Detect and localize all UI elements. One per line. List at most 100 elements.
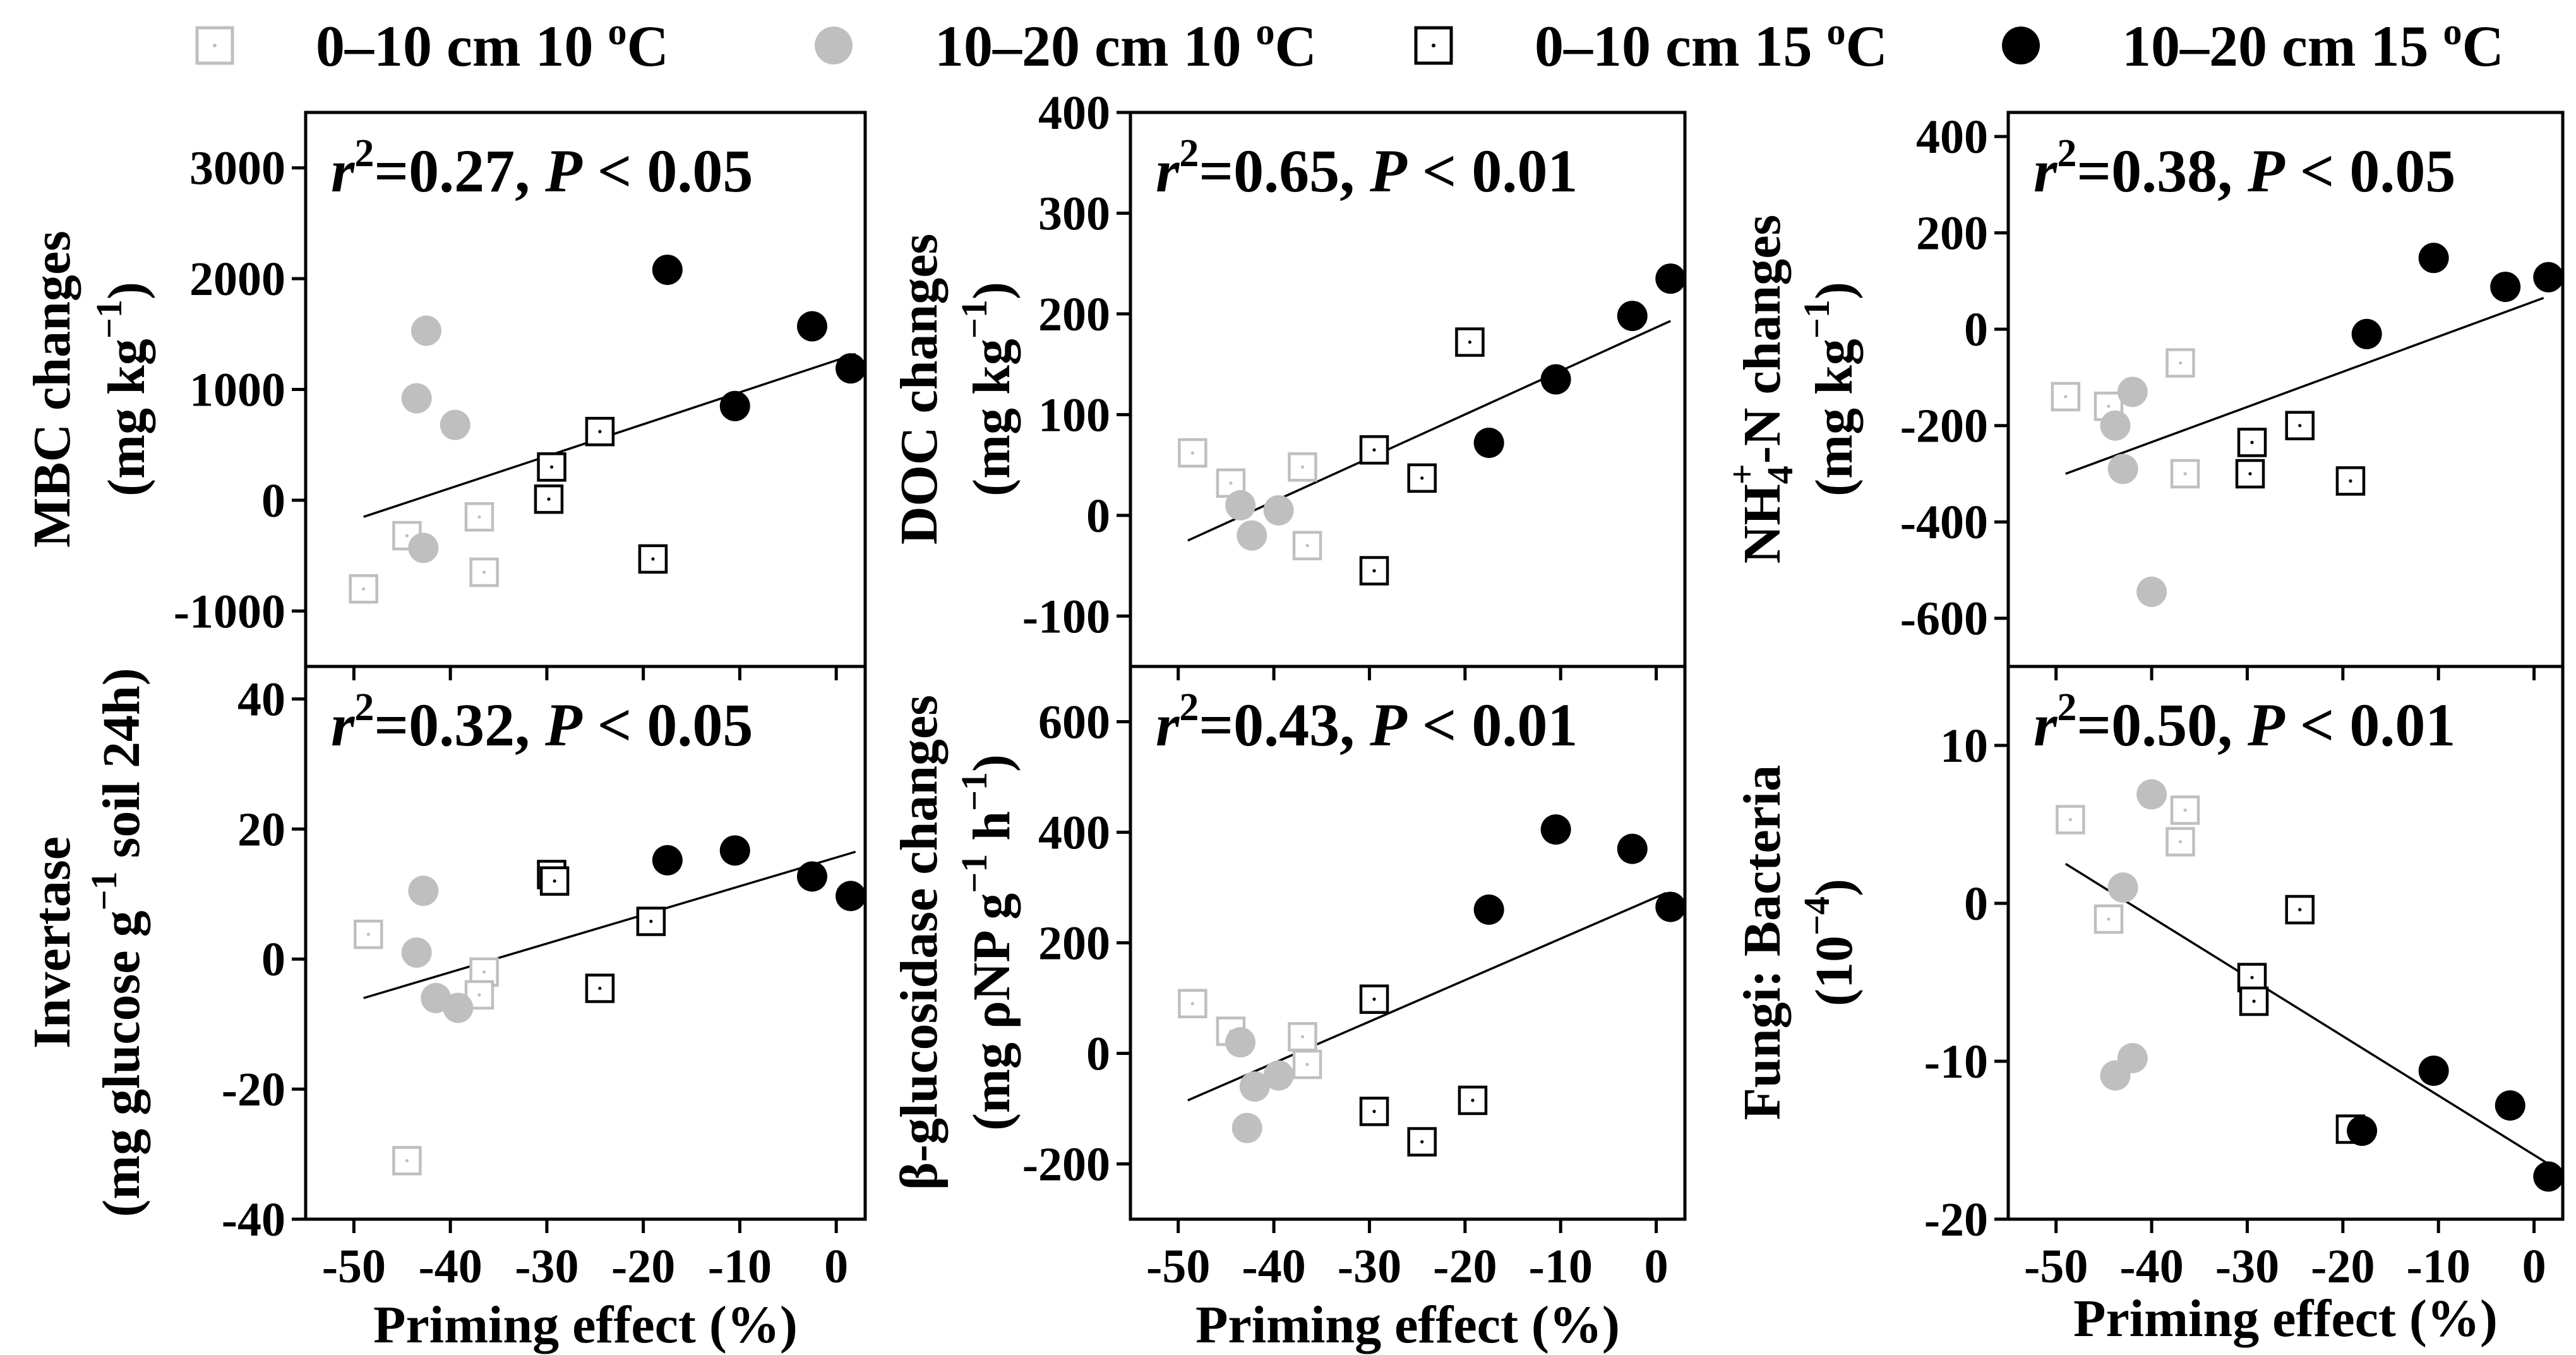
x-tick-label: -50 <box>2024 1240 2088 1293</box>
data-point-center <box>1420 476 1424 480</box>
data-point-center <box>2107 404 2111 408</box>
data-point-center <box>1471 1099 1475 1102</box>
data-point-square <box>469 557 499 587</box>
y-axis-title-line2: (mg ρNP g−1 h−1) <box>954 754 1021 1131</box>
x-tick-label: -30 <box>2215 1240 2279 1293</box>
x-tick-label: -30 <box>515 1240 578 1293</box>
y-tick-label: -20 <box>222 1063 285 1116</box>
data-point-circle <box>1225 490 1256 521</box>
data-point-center <box>1190 451 1194 455</box>
data-point-center <box>362 587 366 591</box>
legend-marker-circle <box>815 27 853 64</box>
panel-invertase: -40 -20 0 20 40 -50 -40 -30 -20 -10 0 r2=0.32, P < … <box>23 665 867 1354</box>
regression-line <box>2065 296 2544 475</box>
y-tick-label: 600 <box>1038 696 1110 749</box>
plot-frame <box>2006 665 2565 1221</box>
data-point-circle <box>2495 1090 2525 1121</box>
series-4 <box>1473 263 1686 459</box>
data-point-circle <box>796 311 827 342</box>
data-point-circle <box>836 353 866 384</box>
data-point-circle <box>719 835 750 866</box>
data-point-circle <box>408 533 439 563</box>
x-tick-label: -20 <box>611 1240 675 1293</box>
stat-annotation: r2=0.27, P < 0.05 <box>331 132 753 205</box>
series-1 <box>1178 989 1322 1080</box>
data-point-circle <box>1655 891 1686 922</box>
y-tick-label: 0 <box>261 474 285 527</box>
data-point-center <box>2107 917 2111 921</box>
stat-annotation: r2=0.65, P < 0.01 <box>1156 132 1578 205</box>
series-4 <box>2347 1056 2564 1192</box>
data-point-center <box>1229 481 1233 485</box>
data-point-circle <box>443 992 474 1023</box>
y-tick-label: 200 <box>1916 207 1988 260</box>
y-axis-title-line2: (mg kg−1) <box>1796 282 1864 497</box>
y-axis-title-line1: DOC changes <box>890 234 949 545</box>
data-point-circle <box>2351 318 2382 349</box>
data-point-center <box>1190 1002 1194 1006</box>
data-point-circle <box>2136 576 2167 607</box>
data-point-center <box>1372 448 1376 452</box>
data-point-center <box>2178 840 2183 844</box>
y-axis-title-line1: MBC changes <box>23 231 81 548</box>
series-2 <box>1225 1027 1294 1143</box>
y-tick-label: -100 <box>1022 590 1110 643</box>
data-point-circle <box>1655 263 1686 294</box>
x-axis-title: Priming effect (%) <box>1195 1296 1620 1354</box>
x-tick-label: 0 <box>2522 1240 2546 1293</box>
data-point-circle <box>440 409 470 440</box>
data-point-center <box>649 919 653 924</box>
data-point-circle <box>2136 779 2167 810</box>
regression-line <box>1187 892 1667 1102</box>
data-point-center <box>2068 817 2072 822</box>
data-point-square <box>1359 984 1389 1014</box>
y-axis-title-line1: Fungi: Bacteria <box>1733 765 1792 1120</box>
data-point-center <box>1468 340 1471 344</box>
data-point-circle <box>1263 495 1294 526</box>
x-tick-label: -50 <box>322 1240 386 1293</box>
legend-item-2: 10–20 cm 10 oC <box>815 11 1317 78</box>
data-point-square <box>1292 1049 1322 1080</box>
x-tick-label: -40 <box>418 1240 482 1293</box>
legend: 0–10 cm 10 oC 10–20 cm 10 oC 0–10 cm 15 oC… <box>195 11 2504 78</box>
regression-line <box>2064 863 2549 1165</box>
y-tick-label: 20 <box>237 803 285 856</box>
data-point-circle <box>1239 1071 1270 1102</box>
x-tick-label: -50 <box>1146 1240 1210 1293</box>
data-point-center <box>1305 1063 1309 1066</box>
y-axis-title-line1: Invertase <box>23 836 81 1049</box>
series-3 <box>1359 984 1488 1157</box>
legend-item-3: 0–10 cm 15 oC <box>1414 11 1888 78</box>
x-axis-title: Priming effect (%) <box>373 1296 798 1354</box>
data-point-center <box>1372 1109 1376 1113</box>
y-axis-title-line1: NH4+-N changes <box>1722 215 1800 563</box>
data-point-center <box>651 557 655 561</box>
data-point-center <box>2178 361 2183 365</box>
data-point-square <box>2056 805 2085 834</box>
series-3 <box>1359 327 1485 586</box>
y-axis-title-line2: (mg kg−1) <box>88 282 156 497</box>
data-point-center <box>598 986 602 991</box>
series-4 <box>2351 243 2564 349</box>
y-axis-title-line2: (mg glucose g−1 soil 24h) <box>83 668 151 1217</box>
data-point-circle <box>401 383 432 414</box>
data-point-center <box>2250 440 2254 444</box>
series-1 <box>2056 795 2200 934</box>
panel-nh4: -600 -400 -200 0 200 400 r2=0.38, P < 0.05 NH4+… <box>1722 111 2565 680</box>
legend-label: 10–20 cm 10 oC <box>935 11 1317 78</box>
y-tick-label: -1000 <box>174 585 285 638</box>
y-axis-title-line2: (mg kg−1) <box>954 282 1021 497</box>
data-point-square <box>392 1146 422 1176</box>
x-axis-title: Priming effect (%) <box>2073 1289 2498 1348</box>
data-point-circle <box>1225 1027 1256 1057</box>
data-point-circle <box>408 876 439 906</box>
data-point-circle <box>2490 272 2521 303</box>
data-point-circle <box>2100 410 2131 441</box>
data-point-center <box>2298 908 2302 912</box>
data-point-square <box>2335 466 2366 496</box>
series-2 <box>2100 376 2167 607</box>
y-tick-label: -20 <box>1924 1193 1988 1246</box>
y-tick-label: 0 <box>1086 490 1110 543</box>
data-point-center <box>477 993 481 997</box>
